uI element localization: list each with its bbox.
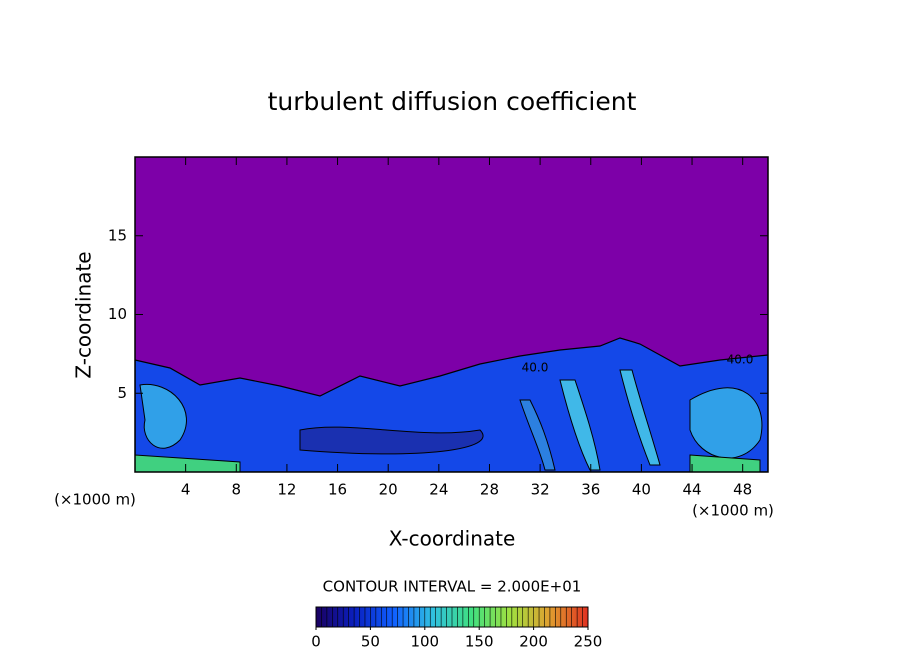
y-tick-label: 15 bbox=[108, 226, 127, 244]
colorbar-tick-label: 0 bbox=[311, 633, 321, 651]
eddy bbox=[519, 399, 556, 471]
x-tick-label: 8 bbox=[232, 481, 242, 499]
x-tick-label: 4 bbox=[181, 481, 191, 499]
contour-label: 40.0 bbox=[522, 361, 549, 375]
y-unit: (×1000 m) bbox=[54, 491, 136, 509]
field bbox=[135, 337, 768, 472]
contour-label: 40.0 bbox=[727, 353, 754, 367]
x-tick-label: 32 bbox=[531, 481, 550, 499]
x-axis-label: X-coordinate bbox=[389, 527, 516, 551]
x-tick-label: 12 bbox=[277, 481, 296, 499]
x-tick-label: 16 bbox=[328, 481, 347, 499]
y-axis-label: Z-coordinate bbox=[72, 251, 96, 378]
x-tick-label: 28 bbox=[480, 481, 499, 499]
x-tick-label: 44 bbox=[682, 481, 701, 499]
x-tick-label: 48 bbox=[733, 481, 752, 499]
eddy bbox=[139, 383, 187, 449]
x-tick-label: 40 bbox=[632, 481, 651, 499]
colorbar-tick-label: 200 bbox=[519, 633, 548, 651]
eddy bbox=[619, 369, 661, 466]
eddy bbox=[135, 454, 241, 472]
x-unit: (×1000 m) bbox=[692, 502, 774, 520]
eddy bbox=[299, 426, 484, 455]
y-tick-label: 5 bbox=[117, 384, 127, 402]
turbulent-region bbox=[135, 337, 768, 472]
y-tick-label: 10 bbox=[108, 305, 127, 323]
chart-title: turbulent diffusion coefficient bbox=[268, 87, 637, 116]
eddy bbox=[689, 387, 763, 459]
colorbar-tick-label: 100 bbox=[410, 633, 439, 651]
x-tick-label: 24 bbox=[429, 481, 448, 499]
x-tick-label: 20 bbox=[379, 481, 398, 499]
colorbar-tick-label: 50 bbox=[361, 633, 380, 651]
contour-interval: CONTOUR INTERVAL = 2.000E+01 bbox=[323, 578, 582, 596]
eddy bbox=[559, 379, 601, 471]
x-tick-label: 36 bbox=[581, 481, 600, 499]
colorbar-tick-label: 250 bbox=[574, 633, 603, 651]
colorbar-tick-label: 150 bbox=[465, 633, 494, 651]
